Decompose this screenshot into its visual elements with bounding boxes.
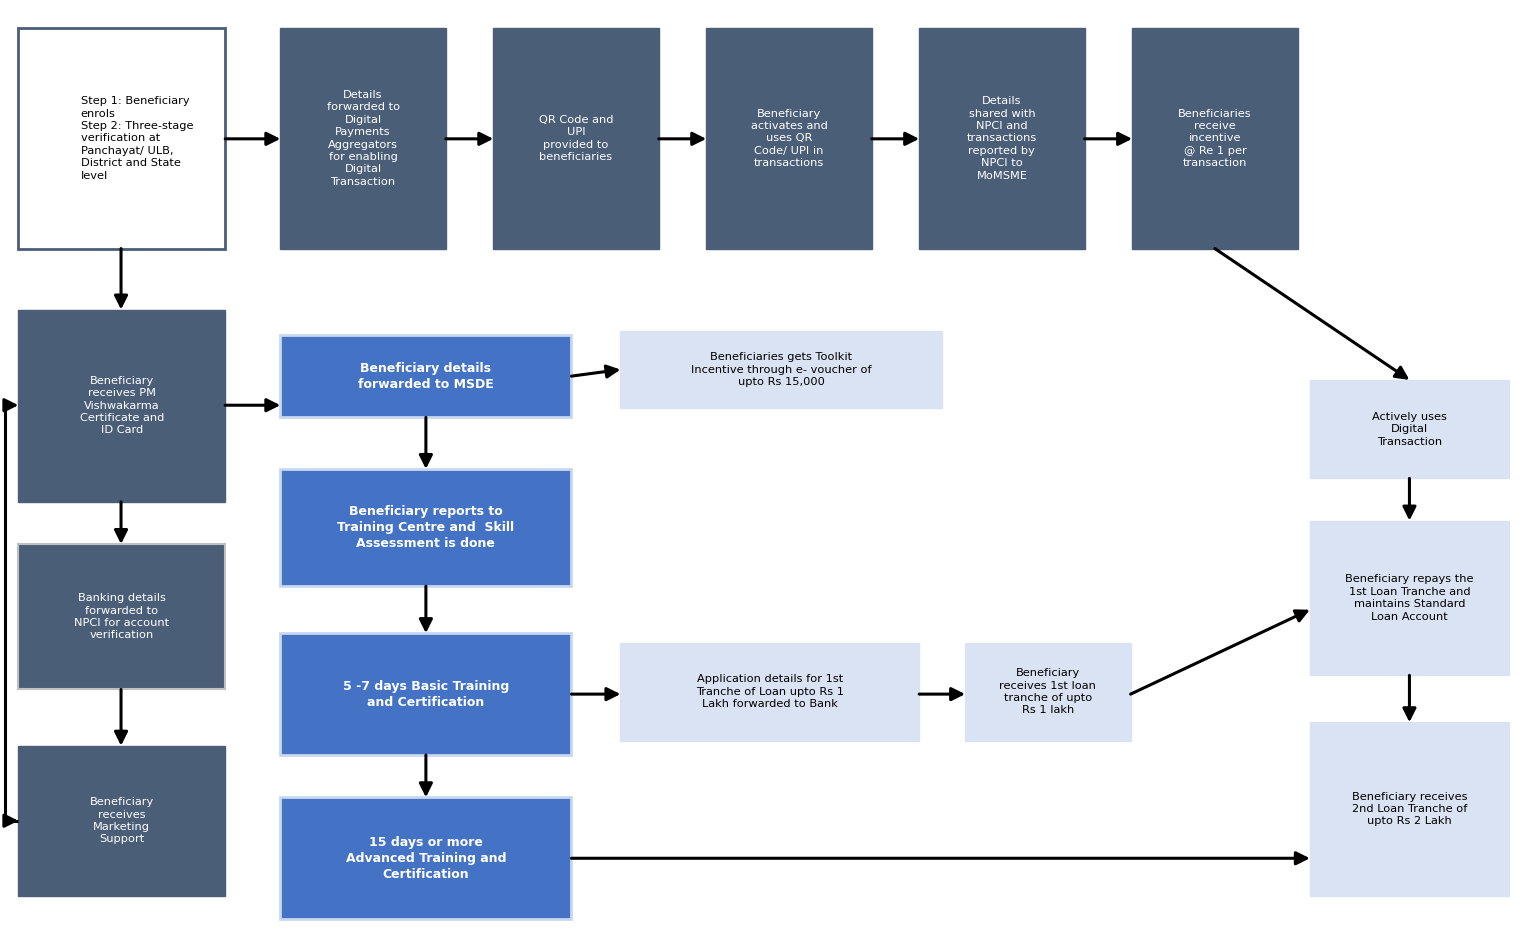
Text: Details
forwarded to
Digital
Payments
Aggregators
for enabling
Digital
Transacti: Details forwarded to Digital Payments Ag… — [326, 90, 400, 187]
Text: Beneficiaries
receive
incentive
@ Re 1 per
transaction: Beneficiaries receive incentive @ Re 1 p… — [1178, 109, 1252, 168]
FancyBboxPatch shape — [18, 28, 225, 249]
FancyBboxPatch shape — [280, 633, 571, 755]
FancyBboxPatch shape — [280, 28, 446, 249]
FancyBboxPatch shape — [1132, 28, 1298, 249]
FancyBboxPatch shape — [280, 797, 571, 919]
FancyBboxPatch shape — [18, 544, 225, 689]
Text: Banking details
forwarded to
NPCI for account
verification: Banking details forwarded to NPCI for ac… — [74, 593, 170, 641]
Text: Details
shared with
NPCI and
transactions
reported by
NPCI to
MoMSME: Details shared with NPCI and transaction… — [967, 97, 1037, 180]
Text: Beneficiary receives
2nd Loan Tranche of
upto Rs 2 Lakh: Beneficiary receives 2nd Loan Tranche of… — [1351, 792, 1468, 826]
FancyBboxPatch shape — [280, 469, 571, 586]
Text: QR Code and
UPI
provided to
beneficiaries: QR Code and UPI provided to beneficiarie… — [539, 114, 613, 162]
FancyBboxPatch shape — [1310, 722, 1509, 896]
FancyBboxPatch shape — [493, 28, 659, 249]
Text: Beneficiaries gets Toolkit
Incentive through e- voucher of
upto Rs 15,000: Beneficiaries gets Toolkit Incentive thr… — [691, 352, 872, 387]
FancyBboxPatch shape — [620, 331, 942, 408]
Text: Beneficiary
receives
Marketing
Support: Beneficiary receives Marketing Support — [90, 797, 153, 844]
FancyBboxPatch shape — [18, 310, 225, 502]
Text: Beneficiary
receives 1st loan
tranche of upto
Rs 1 lakh: Beneficiary receives 1st loan tranche of… — [999, 668, 1097, 716]
FancyBboxPatch shape — [706, 28, 872, 249]
Text: 5 -7 days Basic Training
and Certification: 5 -7 days Basic Training and Certificati… — [343, 680, 509, 708]
Text: 15 days or more
Advanced Training and
Certification: 15 days or more Advanced Training and Ce… — [346, 836, 506, 881]
Text: Beneficiary
activates and
uses QR
Code/ UPI in
transactions: Beneficiary activates and uses QR Code/ … — [751, 109, 827, 168]
FancyBboxPatch shape — [965, 643, 1131, 741]
Text: Beneficiary
receives PM
Vishwakarma
Certificate and
ID Card: Beneficiary receives PM Vishwakarma Cert… — [80, 376, 164, 435]
Text: Actively uses
Digital
Transaction: Actively uses Digital Transaction — [1373, 412, 1446, 446]
FancyBboxPatch shape — [620, 643, 919, 741]
Text: Beneficiary details
forwarded to MSDE: Beneficiary details forwarded to MSDE — [358, 362, 493, 390]
FancyBboxPatch shape — [919, 28, 1085, 249]
Text: Beneficiary repays the
1st Loan Tranche and
maintains Standard
Loan Account: Beneficiary repays the 1st Loan Tranche … — [1345, 574, 1474, 622]
Text: Step 1: Beneficiary
enrols
Step 2: Three-stage
verification at
Panchayat/ ULB,
D: Step 1: Beneficiary enrols Step 2: Three… — [81, 97, 193, 180]
Text: Application details for 1st
Tranche of Loan upto Rs 1
Lakh forwarded to Bank: Application details for 1st Tranche of L… — [696, 674, 844, 709]
FancyBboxPatch shape — [18, 746, 225, 896]
Text: Beneficiary reports to
Training Centre and  Skill
Assessment is done: Beneficiary reports to Training Centre a… — [337, 506, 515, 550]
FancyBboxPatch shape — [1310, 521, 1509, 675]
FancyBboxPatch shape — [1310, 380, 1509, 478]
FancyBboxPatch shape — [280, 335, 571, 417]
